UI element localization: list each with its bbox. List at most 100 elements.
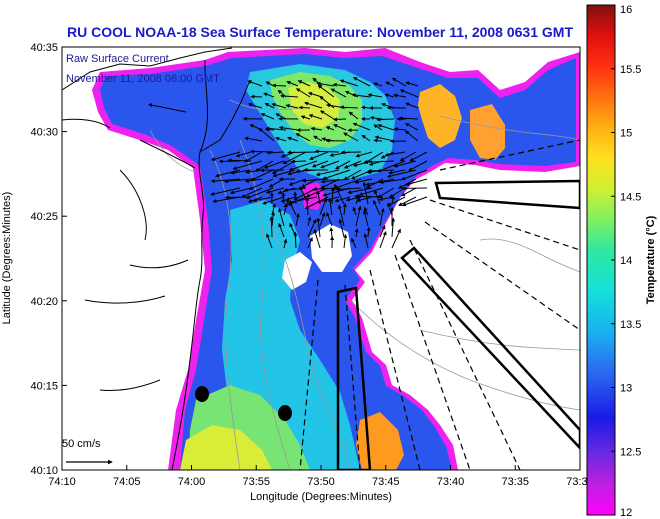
- x-tick-label: 74:10: [48, 476, 76, 488]
- current-vector: [333, 117, 347, 122]
- current-vector: [305, 196, 310, 216]
- current-vector: [307, 218, 317, 238]
- current-vector: [377, 123, 395, 131]
- current-vector: [325, 126, 335, 131]
- current-vector: [339, 79, 359, 87]
- sst-orange-east: [470, 104, 505, 160]
- current-vector: [278, 207, 285, 227]
- current-vector: [271, 102, 287, 109]
- current-vector: [405, 81, 419, 87]
- current-vector: [354, 228, 359, 238]
- current-vector: [342, 202, 347, 216]
- current-vector: [332, 82, 347, 87]
- current-vector: [360, 105, 371, 110]
- current-vector: [408, 160, 428, 172]
- current-vector: [248, 178, 274, 190]
- current-vector: [322, 169, 351, 180]
- current-vector: [363, 233, 369, 249]
- current-vector: [376, 117, 395, 122]
- contour-9: [229, 99, 301, 111]
- radial-5: [409, 239, 521, 470]
- colorbar-tick-label: 13.5: [620, 319, 641, 331]
- y-tick-label: 40:30: [30, 127, 58, 139]
- colorbar-tick-label: 14.5: [620, 191, 641, 203]
- current-vector: [362, 209, 369, 227]
- current-vector: [295, 88, 311, 98]
- current-vector: [258, 127, 275, 142]
- colorbar-tick-label: 12: [620, 507, 632, 519]
- current-vector: [311, 160, 329, 168]
- current-vector: [286, 80, 299, 87]
- x-tick-label: 73:35: [501, 476, 529, 488]
- x-axis: 74:10 74:05 74:00 73:55 73:50 73:45 73:40 73:35…: [48, 465, 594, 488]
- contour-5: [419, 329, 580, 351]
- current-vector: [343, 169, 362, 181]
- current-vector: [250, 149, 274, 154]
- current-vector: [313, 229, 321, 249]
- current-vector: [329, 227, 334, 238]
- current-vector: [280, 93, 299, 98]
- current-vector: [308, 114, 323, 120]
- current-vector: [297, 80, 311, 87]
- inland-line-2: [84, 295, 166, 304]
- y-tick-label: 40:10: [30, 465, 58, 477]
- current-vector: [384, 151, 406, 157]
- current-vector: [300, 115, 311, 120]
- current-vector: [363, 160, 395, 165]
- current-vector: [401, 169, 428, 181]
- sst-cloud-sw: [282, 252, 312, 290]
- sst-white-gap: [310, 224, 352, 272]
- current-vector: [391, 217, 396, 238]
- radial-2: [344, 284, 361, 470]
- current-vector: [320, 110, 335, 120]
- current-vector: [148, 103, 187, 113]
- radial-8: [439, 139, 580, 171]
- current-vector: [373, 82, 383, 87]
- current-vector: [373, 138, 383, 143]
- radial-4: [394, 254, 471, 470]
- coastline: [62, 47, 251, 470]
- current-vector: [367, 93, 383, 98]
- current-vector: [272, 169, 296, 178]
- current-vector: [333, 124, 347, 131]
- x-tick-label: 74:05: [113, 476, 141, 488]
- current-vector: [265, 187, 285, 194]
- radial-1: [299, 279, 319, 470]
- current-vector: [229, 187, 252, 195]
- station-marker: [278, 405, 292, 421]
- current-vector: [262, 196, 285, 205]
- current-vector: [399, 151, 417, 162]
- current-vector: [298, 105, 311, 110]
- x-tick-label: 73:45: [372, 476, 400, 488]
- current-vector: [379, 178, 406, 185]
- current-vector: [250, 169, 274, 181]
- current-vector: [335, 160, 351, 170]
- current-vector: [317, 84, 335, 98]
- current-vector: [337, 204, 345, 227]
- contour-6: [439, 115, 580, 141]
- current-vector: [330, 88, 347, 98]
- current-vector: [355, 205, 362, 227]
- current-vector: [379, 207, 385, 227]
- current-vector: [355, 151, 373, 158]
- current-vector: [283, 238, 288, 249]
- current-vector: [339, 105, 359, 110]
- sst-yellow-south: [180, 425, 272, 470]
- current-vector: [405, 123, 419, 131]
- current-vector: [304, 101, 323, 109]
- sst-field: [92, 48, 580, 470]
- y-tick-label: 40:25: [30, 211, 58, 223]
- current-vectors: [148, 77, 428, 249]
- current-vector: [373, 189, 381, 205]
- colorbar-tick-label: 15.5: [620, 64, 641, 76]
- current-vector: [328, 197, 333, 216]
- scale-label: 50 cm/s: [62, 438, 101, 450]
- current-vector: [245, 187, 274, 199]
- x-tick-label: 73:40: [437, 476, 465, 488]
- current-vector: [391, 77, 407, 87]
- station-marker: [195, 386, 209, 402]
- river-inlet: [119, 139, 196, 269]
- raritan-bay: [62, 47, 233, 91]
- current-vector: [356, 196, 373, 203]
